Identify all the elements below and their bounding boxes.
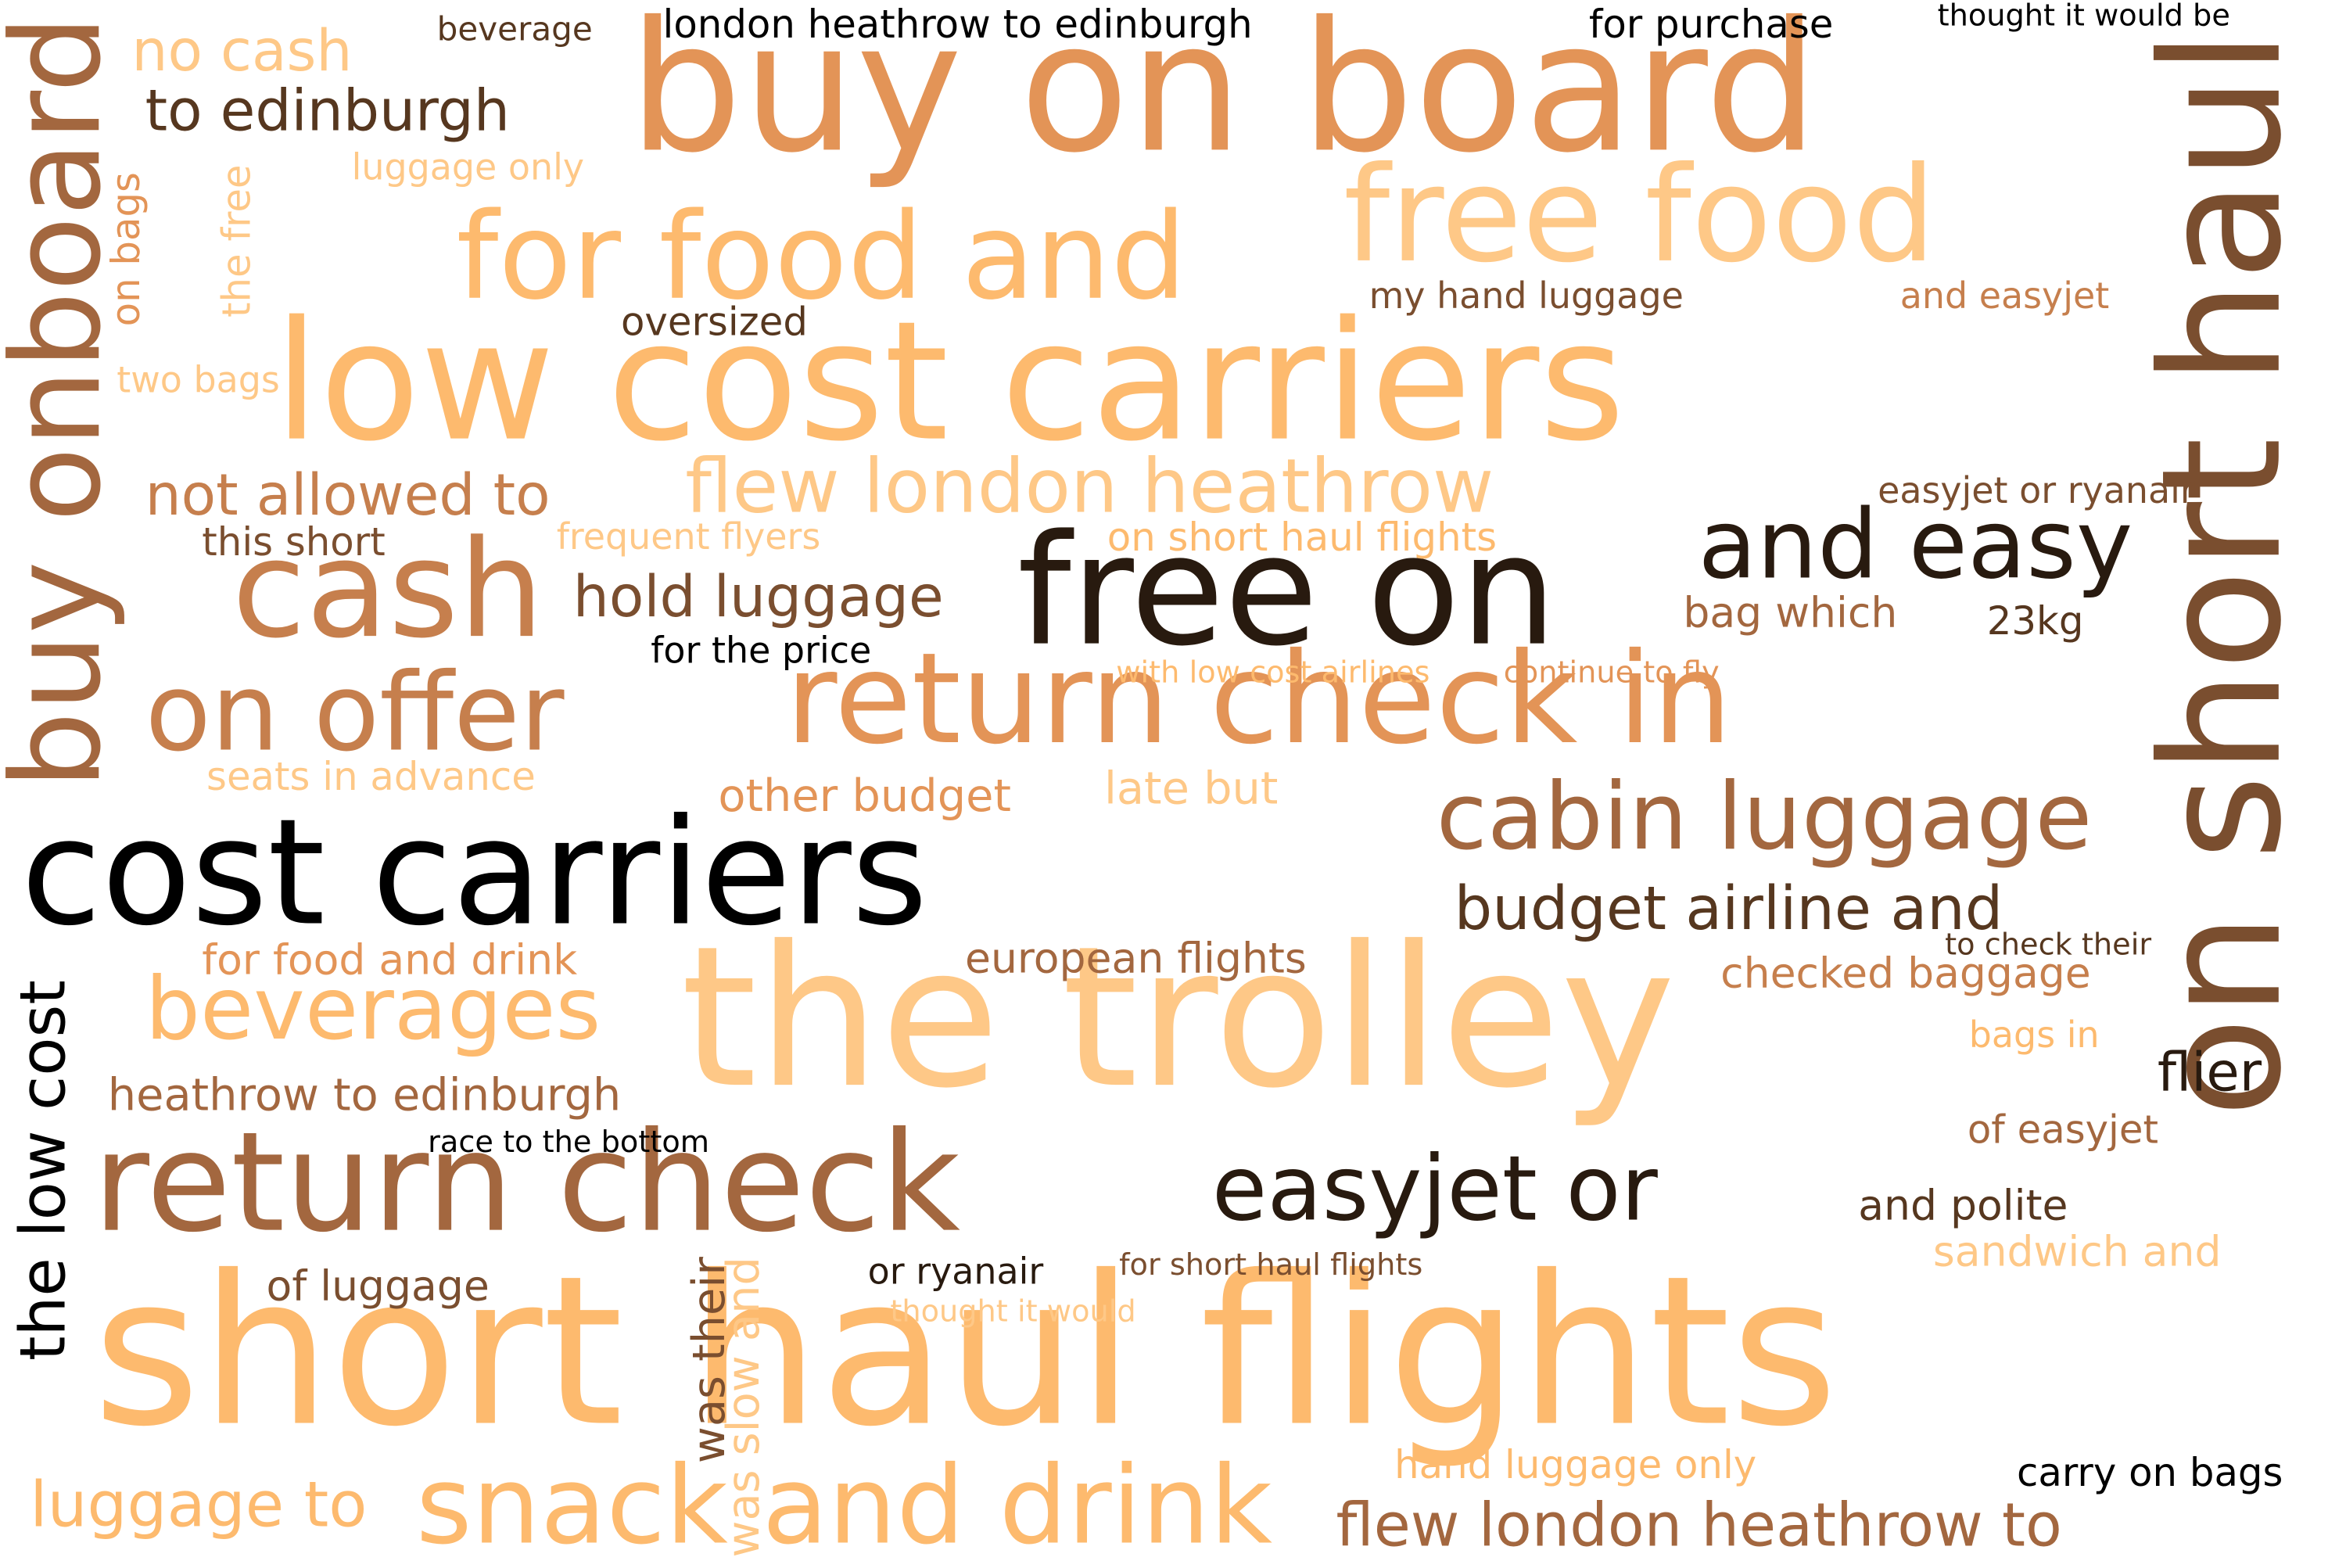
word-cloud-word: luggage only (351, 146, 585, 189)
word-cloud-word: thought it would be (1937, 0, 2230, 34)
word-cloud-word: hand luggage only (1394, 1444, 1757, 1489)
word-cloud-word: this short (202, 520, 386, 566)
word-cloud-word: sandwich and (1932, 1226, 2222, 1276)
word-cloud-word: and easy (1698, 490, 2133, 602)
word-cloud-word: short haul flights (92, 1231, 1838, 1473)
word-cloud-word: on offer (145, 649, 565, 776)
word-cloud-word: beverage (436, 12, 593, 50)
word-cloud-word: low cost carriers (274, 285, 1626, 478)
word-cloud-word: oversized (620, 300, 808, 346)
word-cloud-word: continue to fly (1503, 654, 1720, 690)
word-cloud-word: on bags (104, 172, 150, 327)
word-cloud-word: with low cost airlines (1116, 654, 1430, 690)
word-cloud-word: my hand luggage (1368, 275, 1684, 318)
word-cloud-word: frequent flyers (556, 516, 821, 558)
word-cloud-word: two bags (117, 359, 280, 401)
word-cloud-word: for the price (651, 630, 872, 673)
word-cloud-word: race to the bottom (428, 1123, 710, 1160)
word-cloud-word: on short haul (2125, 30, 2318, 1118)
word-cloud-word: and polite (1858, 1180, 2068, 1230)
word-cloud-word: checked baggage (1720, 948, 2091, 999)
word-cloud-word: not allowed to (145, 462, 551, 529)
word-cloud-word: for food and drink (202, 935, 578, 985)
word-cloud-word: easyjet or ryanair (1878, 469, 2195, 512)
word-cloud-word: or ryanair (867, 1250, 1044, 1294)
word-cloud-word: buy on board (628, 0, 1819, 193)
word-cloud-word: cabin luggage (1436, 761, 2093, 871)
word-cloud-word: for purchase (1588, 2, 1834, 48)
word-cloud-word: other budget (718, 770, 1011, 823)
word-cloud-word: to check their (1945, 926, 2152, 963)
word-cloud-word: of luggage (266, 1261, 490, 1311)
word-cloud-word: cash (231, 511, 544, 669)
word-cloud-word: to edinburgh (145, 77, 510, 144)
word-cloud-word: beverages (145, 957, 601, 1060)
word-cloud-word: of easyjet (1967, 1108, 2159, 1154)
word-cloud-word: return check in (785, 625, 1733, 773)
word-cloud-word: european flights (965, 933, 1307, 983)
word-cloud-word: the free (215, 164, 260, 318)
word-cloud-word: for short haul flights (1119, 1246, 1423, 1283)
word-cloud-word: cost carriers (20, 788, 928, 960)
word-cloud-word: hold luggage (572, 564, 944, 630)
word-cloud-word: bag which (1683, 587, 1898, 638)
word-cloud-word: seats in advance (206, 755, 536, 801)
word-cloud-word: the trolley (680, 903, 1676, 1132)
word-cloud-word: london heathrow to edinburgh (662, 2, 1253, 48)
word-cloud-word: thought it would (890, 1293, 1136, 1329)
word-cloud-word: free food (1343, 138, 1936, 292)
word-cloud-word: free on (1017, 502, 1557, 681)
word-cloud-word: for food and (456, 187, 1187, 327)
word-cloud-word: no cash (131, 17, 353, 84)
word-cloud-word: buy onboard (0, 15, 129, 790)
word-cloud-word: flier (2157, 1042, 2262, 1104)
word-cloud-word: 23kg (1986, 600, 2084, 645)
word-cloud-word: heathrow to edinburgh (107, 1069, 622, 1122)
word-cloud-word: flew london heathrow (685, 443, 1494, 530)
word-cloud-word: easyjet or (1211, 1137, 1658, 1242)
word-cloud-word: the low cost (5, 980, 80, 1362)
word-cloud-word: bags in (1968, 1014, 2100, 1057)
word-cloud-word: budget airline and (1454, 875, 2003, 945)
word-cloud-word: snack and drink (415, 1442, 1273, 1568)
word-cloud-word: and easyjet (1899, 275, 2110, 318)
word-cloud-word: flew london heathrow to (1336, 1491, 2062, 1561)
word-cloud-word: carry on bags (2016, 1451, 2283, 1497)
word-cloud-word: return check (92, 1103, 961, 1263)
word-cloud-word: on short haul flights (1107, 516, 1498, 562)
word-cloud-word: late but (1103, 762, 1279, 816)
word-cloud-word: was their (683, 1257, 737, 1464)
word-cloud-word: luggage to (30, 1467, 368, 1541)
